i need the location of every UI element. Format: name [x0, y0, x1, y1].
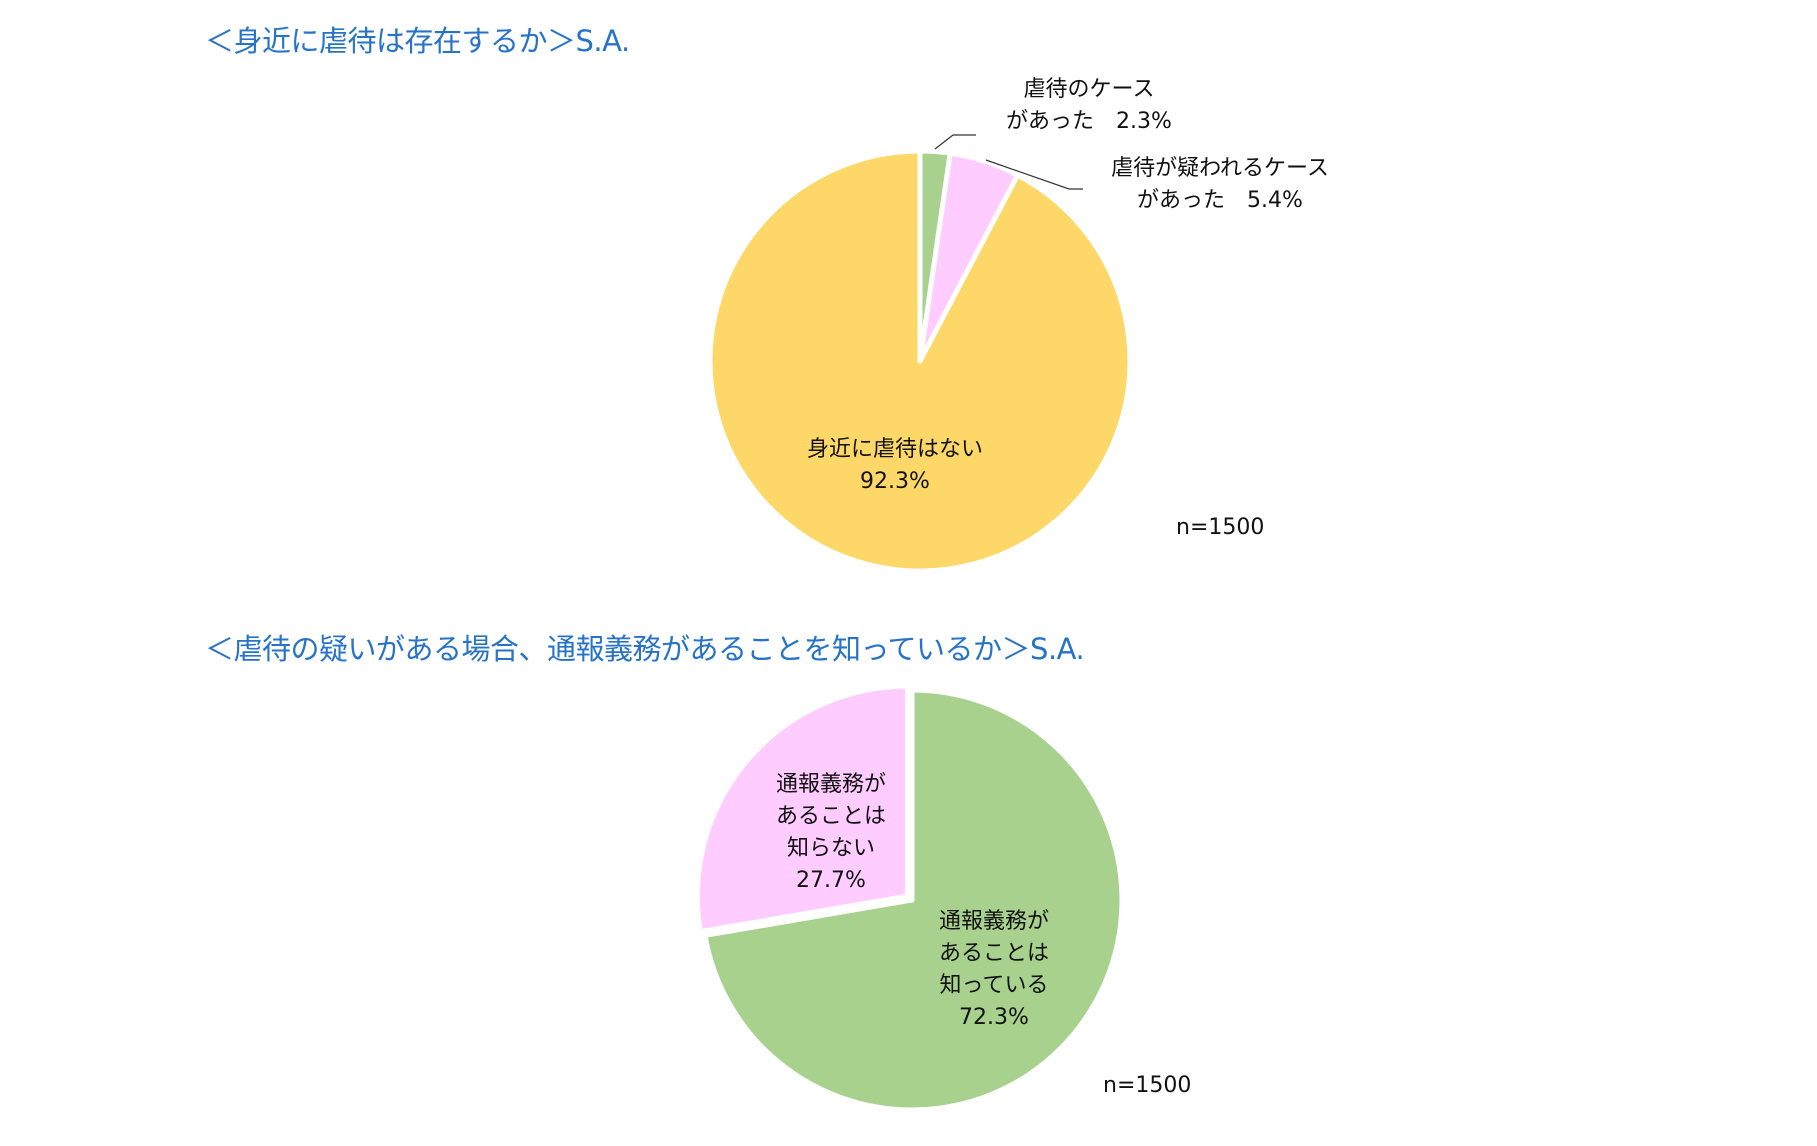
chart-2-title: ＜虐待の疑いがある場合、通報義務があることを知っているか＞S.A.	[205, 632, 1085, 666]
chart-1-title: ＜身近に虐待は存在するか＞S.A.	[205, 24, 630, 58]
sample-size-note: n=1500	[1103, 1073, 1191, 1098]
slice-label-line: があった 5.4%	[1137, 188, 1303, 213]
slice-label: 身近に虐待はない 92.3%	[807, 437, 983, 494]
slice-label-line: 通報義務が	[776, 772, 886, 797]
slice-label-line: 知らない	[787, 836, 875, 861]
slice-label-line: 知っている	[940, 973, 1049, 998]
slice-label-line: 虐待のケース	[1024, 77, 1155, 102]
pie-slice	[694, 683, 910, 935]
pie-chart-1: 虐待のケースがあった 2.3% 虐待が疑われるケースがあった 5.4% 身近に虐待は…	[707, 77, 1329, 574]
slice-label-line: があった 2.3%	[1006, 109, 1172, 134]
pie-chart-2: 通報義務があることは知っている 72.3%通報義務があることは知らない 27.7%n…	[694, 683, 1191, 1113]
slice-label-line: 92.3%	[860, 469, 930, 494]
slice-label: 虐待が疑われるケースがあった 5.4%	[1111, 156, 1329, 213]
slice-label: 通報義務があることは知らない 27.7%	[776, 772, 886, 893]
slice-label: 通報義務があることは知っている 72.3%	[939, 909, 1049, 1030]
slice-label-line: あることは	[939, 941, 1049, 966]
slice-label-line: あることは	[776, 804, 886, 829]
leader-line	[985, 159, 1083, 190]
slice-label-line: 72.3%	[959, 1005, 1029, 1030]
leader-line	[934, 134, 976, 150]
slice-label-line: 身近に虐待はない	[807, 437, 983, 462]
slice-label-line: 通報義務が	[939, 909, 1049, 934]
pie-slice	[707, 148, 1133, 574]
sample-size-note: n=1500	[1176, 515, 1264, 540]
slice-label-line: 虐待が疑われるケース	[1111, 156, 1329, 181]
slice-label: 虐待のケースがあった 2.3%	[1006, 77, 1172, 134]
pie-slice	[702, 687, 1125, 1113]
slice-label-line: 27.7%	[796, 868, 866, 893]
